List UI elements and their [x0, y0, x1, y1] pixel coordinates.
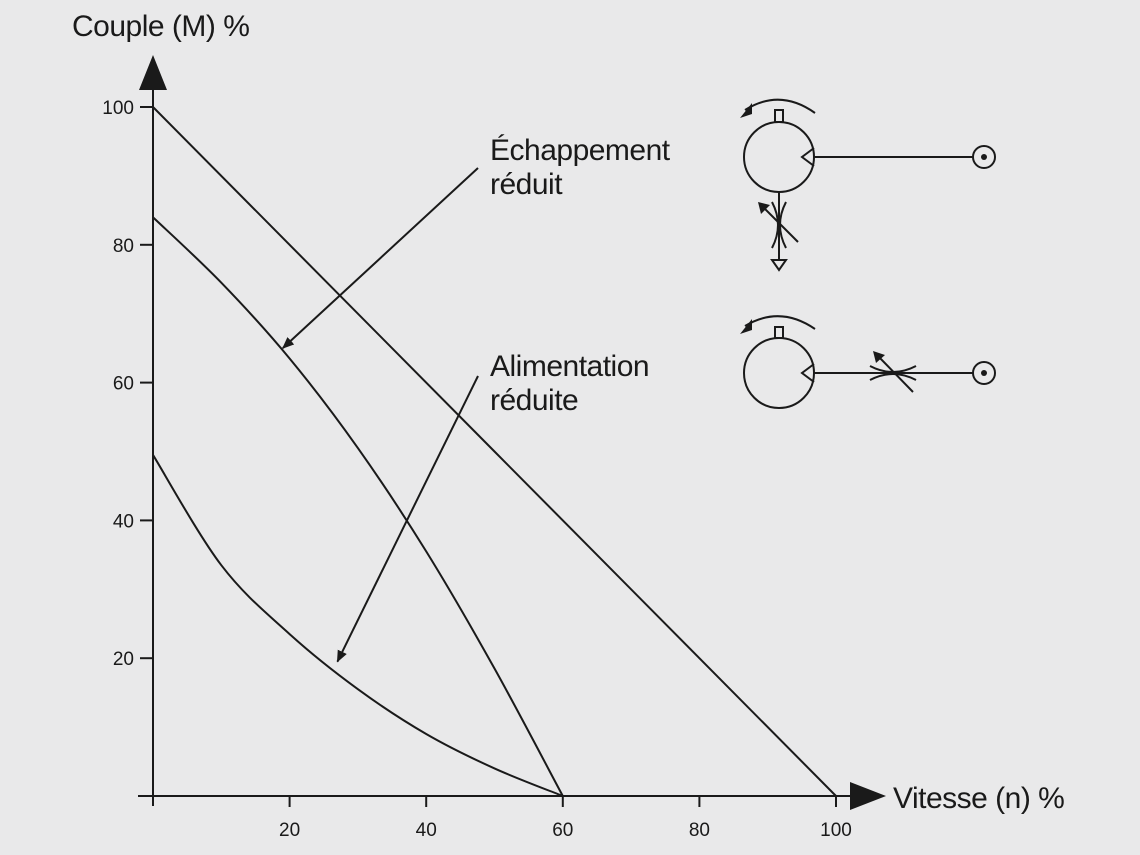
x-tick-label: 80: [689, 820, 710, 841]
annotation-line: réduite: [490, 384, 578, 417]
x-axis-title: Vitesse (n) %: [893, 782, 1064, 815]
x-tick-label: 100: [820, 820, 852, 841]
x-axis-arrow: [850, 782, 886, 810]
port-triangle-icon: [800, 147, 815, 167]
x-tick-label: 20: [279, 820, 300, 841]
y-tick-label: 40: [113, 511, 134, 532]
annotation-line: Échappement: [490, 134, 671, 167]
annotation-arrow-2: [336, 375, 479, 663]
motor-supply-throttle-symbol: [740, 315, 996, 409]
x-tick-label: 40: [416, 820, 437, 841]
annotation-label-1: Échappement réduit: [490, 134, 671, 201]
pressure-source-icon: [972, 361, 996, 385]
y-axis-arrow: [139, 55, 167, 90]
pressure-source-icon: [972, 145, 996, 169]
x-tick-label: 60: [552, 820, 573, 841]
annotation-line: réduit: [490, 168, 563, 201]
adjust-arrow-icon: [876, 354, 914, 393]
y-tick-label: 80: [113, 236, 134, 257]
throttle-arc-left-icon: [771, 201, 779, 249]
adjust-arrow-icon: [761, 205, 799, 243]
y-axis-title: Couple (M) %: [72, 10, 249, 43]
series-line-1: [152, 106, 837, 797]
series-group: [152, 106, 837, 797]
adjust-arrowhead-icon: [758, 202, 770, 214]
pressure-source-dot-icon: [981, 154, 987, 160]
throttle-arc-bottom-icon: [869, 373, 917, 381]
annotation-arrow-1: [282, 167, 479, 349]
axes: [138, 55, 886, 810]
motor-shaft-icon: [774, 109, 784, 123]
series-line-3: [152, 454, 564, 797]
annotation-line: Alimentation: [490, 350, 649, 383]
motor-shaft-icon: [774, 326, 784, 339]
port-triangle-icon: [800, 363, 815, 383]
y-tick-label: 100: [102, 98, 134, 119]
y-tick-label: 20: [113, 649, 134, 670]
annotations: Échappement réduit Alimentation réduite: [282, 134, 671, 663]
adjust-arrowhead-icon: [873, 351, 885, 363]
rotation-arrowhead-icon: [740, 319, 752, 334]
motor-exhaust-throttle-symbol: [740, 98, 996, 272]
rotation-arrowhead-icon: [740, 103, 752, 118]
annotation-label-2: Alimentation réduite: [490, 350, 649, 417]
y-tick-label: 60: [113, 374, 134, 395]
rotation-arrow-icon: [744, 98, 816, 114]
ticks: 20 40 60 80 100 20 40 60 80 100: [102, 98, 852, 841]
pressure-source-dot-icon: [981, 370, 987, 376]
tank-arrow-icon: [770, 259, 788, 272]
series-line-2: [152, 216, 564, 797]
